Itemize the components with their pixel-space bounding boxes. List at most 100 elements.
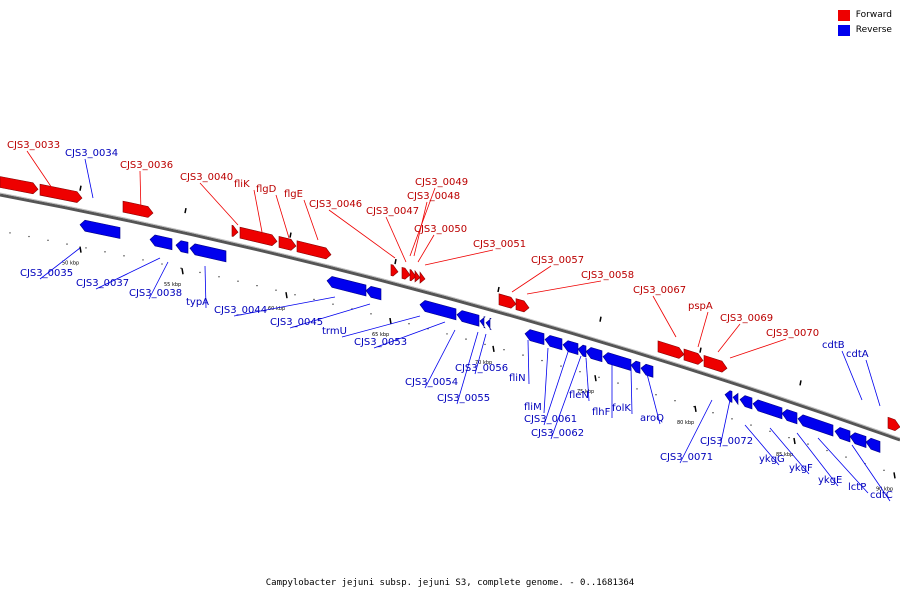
gene-arrow-rev-17[interactable] [640, 363, 654, 378]
gene-label-rev-12[interactable]: fliN [509, 373, 526, 384]
gene-arrow-fwd-1[interactable] [39, 183, 83, 203]
gene-arrow-rev-8[interactable] [479, 316, 486, 329]
gene-arrow-rev-2[interactable] [175, 240, 189, 254]
gene-label-rev-2[interactable]: CJS3_0037 [76, 278, 129, 289]
gene-arrow-rev-18[interactable] [724, 390, 733, 403]
gene-arrow-rev-14[interactable] [585, 347, 603, 363]
gene-label-fwd-3[interactable]: fliK [234, 179, 250, 190]
gene-arrow-rev-10[interactable] [524, 329, 545, 346]
gene-label-rev-18[interactable]: folK [612, 403, 631, 414]
gene-arrow-rev-21[interactable] [752, 399, 783, 420]
gene-label-rev-6[interactable]: CJS3_0045 [270, 317, 323, 328]
gene-label-rev-25[interactable]: lctP [848, 482, 866, 493]
gene-arrow-fwd-4[interactable] [239, 226, 278, 247]
gene-arrow-fwd-12[interactable] [498, 293, 517, 309]
gene-arrow-fwd-7[interactable] [390, 264, 399, 277]
gene-label-rev-9[interactable]: CJS3_0054 [405, 377, 458, 388]
gene-arrow-fwd-0[interactable] [0, 176, 39, 195]
gene-arrow-rev-1[interactable] [149, 234, 173, 251]
gene-arrow-rev-0[interactable] [79, 219, 121, 239]
gene-arrow-rev-9[interactable] [485, 317, 492, 331]
gene-label-rev-11[interactable]: CJS3_0056 [455, 363, 508, 374]
scale-label: 85 kbp [776, 452, 793, 458]
gene-arrow-rev-20[interactable] [739, 395, 753, 410]
gene-arrow-fwd-9[interactable] [409, 269, 417, 282]
gene-arrow-fwd-11[interactable] [419, 271, 426, 284]
gene-arrow-fwd-10[interactable] [414, 269, 421, 283]
gene-arrow-rev-23[interactable] [797, 414, 834, 437]
gene-label-rev-22[interactable]: ykgG [759, 454, 785, 465]
gene-arrow-rev-3[interactable] [189, 243, 227, 263]
gene-arrow-rev-13[interactable] [577, 344, 587, 358]
gene-arrow-fwd-15[interactable] [683, 348, 704, 365]
gene-arrow-rev-19[interactable] [732, 392, 739, 406]
gene-arrow-fwd-13[interactable] [515, 298, 530, 313]
gene-arrow-rev-5[interactable] [365, 285, 382, 301]
gene-label-rev-4[interactable]: typA [186, 297, 209, 308]
gene-arrow-rev-15[interactable] [602, 352, 632, 371]
gene-arrow-rev-6[interactable] [419, 300, 457, 321]
gene-label-fwd-14[interactable]: CJS3_0067 [633, 285, 686, 296]
gene-label-rev-17[interactable]: fleN [569, 390, 589, 401]
gene-arrow-rev-4[interactable] [326, 276, 367, 297]
gene-label-fwd-4[interactable]: flgD [256, 184, 277, 195]
major-tick [389, 318, 392, 325]
gene-arrow-rev-26[interactable] [865, 437, 881, 453]
gene-label-rev-19[interactable]: aroQ [640, 413, 664, 424]
leader-line-rev-2 [95, 257, 161, 290]
gene-arrow-rev-12[interactable] [562, 340, 579, 356]
gene-label-rev-26[interactable]: cdtB [822, 340, 845, 351]
gene-label-rev-5[interactable]: CJS3_0044 [214, 305, 267, 316]
gene-label-fwd-2[interactable]: CJS3_0040 [180, 172, 233, 183]
gene-label-fwd-0[interactable]: CJS3_0033 [7, 140, 60, 151]
gene-label-fwd-1[interactable]: CJS3_0036 [120, 160, 173, 171]
gene-label-fwd-5[interactable]: flgE [284, 189, 303, 200]
upper-tick [79, 185, 82, 191]
gene-label-rev-10[interactable]: CJS3_0055 [437, 393, 490, 404]
gene-arrow-fwd-5[interactable] [278, 236, 297, 251]
gene-label-rev-1[interactable]: CJS3_0035 [20, 268, 73, 279]
gene-label-rev-27[interactable]: cdtA [846, 349, 869, 360]
gene-arrow-rev-24[interactable] [834, 427, 851, 443]
gene-arrow-rev-11[interactable] [544, 335, 563, 351]
gene-arrow-rev-7[interactable] [456, 310, 480, 327]
gene-label-rev-8[interactable]: CJS3_0053 [354, 337, 407, 348]
gene-label-rev-7[interactable]: trmU [322, 326, 347, 337]
gene-arrow-fwd-14[interactable] [657, 340, 685, 359]
gene-label-rev-21[interactable]: CJS3_0072 [700, 436, 753, 447]
major-tick [594, 375, 597, 382]
gene-arrow-fwd-17[interactable] [887, 416, 900, 432]
gene-arrow-fwd-6[interactable] [296, 240, 332, 260]
gene-label-fwd-13[interactable]: CJS3_0058 [581, 270, 634, 281]
gene-label-rev-3[interactable]: CJS3_0038 [129, 288, 182, 299]
gene-label-rev-20[interactable]: CJS3_0071 [660, 452, 713, 463]
gene-label-fwd-12[interactable]: CJS3_0057 [531, 255, 584, 266]
gene-label-fwd-15[interactable]: pspA [688, 301, 713, 312]
gene-label-rev-13[interactable]: fliM [524, 402, 542, 413]
gene-label-fwd-9[interactable]: CJS3_0048 [407, 191, 460, 202]
gene-arrow-rev-16[interactable] [630, 360, 641, 374]
gene-arrow-fwd-3[interactable] [231, 224, 239, 237]
gene-arrow-rev-22[interactable] [781, 409, 798, 425]
gene-label-rev-28[interactable]: cdtC [870, 490, 893, 501]
gene-arrow-fwd-16[interactable] [703, 354, 728, 373]
gene-label-rev-0[interactable]: CJS3_0034 [65, 148, 118, 159]
gene-arrow-fwd-2[interactable] [122, 200, 154, 218]
gene-label-rev-24[interactable]: ykgE [818, 475, 842, 486]
upper-tick [184, 207, 187, 214]
gene-label-rev-16[interactable]: flhF [592, 407, 611, 418]
gene-label-rev-15[interactable]: CJS3_0062 [531, 428, 584, 439]
gene-label-fwd-8[interactable]: CJS3_0049 [415, 177, 468, 188]
gene-label-fwd-11[interactable]: CJS3_0051 [473, 239, 526, 250]
gene-arrow-fwd-8[interactable] [401, 267, 411, 280]
gene-label-rev-23[interactable]: ykgF [789, 463, 813, 474]
gene-label-rev-14[interactable]: CJS3_0061 [524, 414, 577, 425]
gene-label-fwd-7[interactable]: CJS3_0047 [366, 206, 419, 217]
gene-label-fwd-17[interactable]: CJS3_0070 [766, 328, 819, 339]
gene-label-fwd-6[interactable]: CJS3_0046 [309, 199, 362, 210]
legend-forward-label: Forward [855, 10, 892, 20]
gene-label-fwd-16[interactable]: CJS3_0069 [720, 313, 773, 324]
legend-reverse-label: Reverse [855, 25, 892, 35]
gene-label-fwd-10[interactable]: CJS3_0050 [414, 224, 467, 235]
